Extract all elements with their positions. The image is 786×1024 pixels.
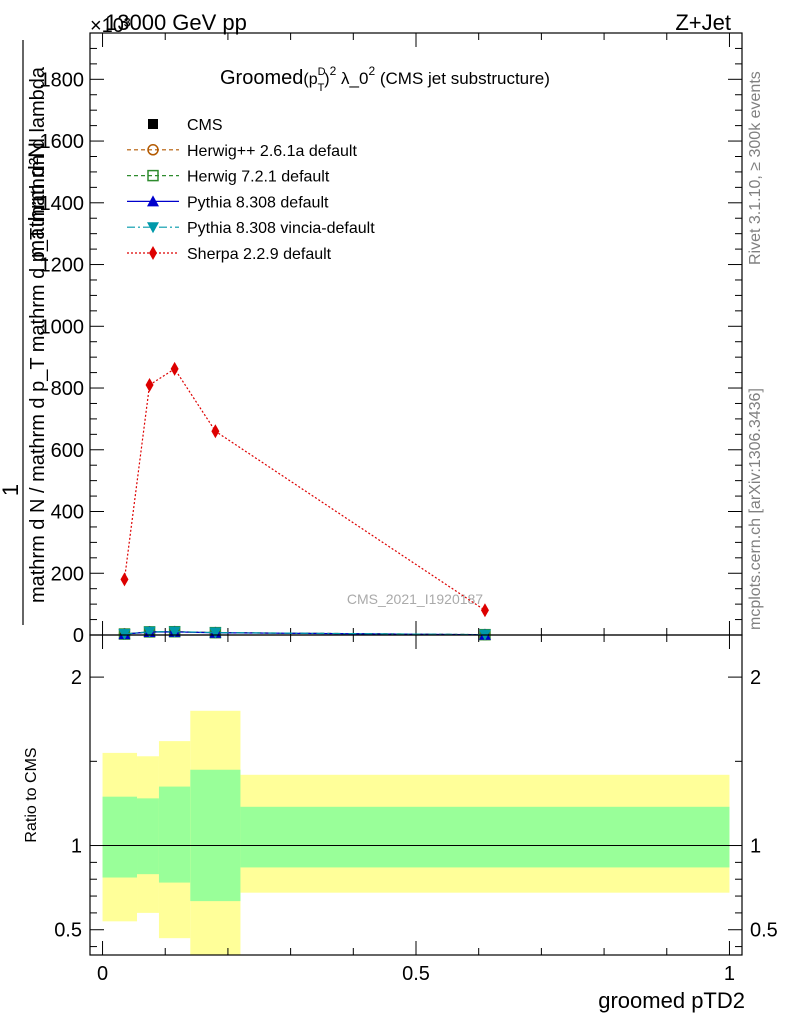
series-line-sherpa	[123, 368, 486, 611]
ratio-inner-band-2	[158, 786, 191, 883]
ratio-xtick-label-0: 0	[97, 963, 108, 985]
point-sherpa-1	[145, 377, 154, 392]
ratio-inner-band-0	[102, 796, 138, 878]
legend: CMS Herwig++ 2.6.1a default Herwig 7.2.1 d…	[127, 117, 375, 263]
legend-label-herwigpp: Herwig++ 2.6.1a default	[187, 143, 357, 160]
main-ytick-label-6: 1200	[40, 255, 85, 277]
main-y-axis-label: 1 mathrm d²N mathrm d N / mathrm d p_T m…	[0, 40, 49, 625]
y-label-denominator: mathrm d N / mathrm d p_T mathrm d p_T m…	[27, 66, 49, 603]
ratio-ytick-label-right-0: 0.5	[750, 920, 778, 942]
main-ytick-label-4: 800	[51, 378, 84, 400]
title-sq: 2	[330, 64, 337, 78]
point-sherpa-2	[170, 361, 179, 376]
main-ytick-label-3: 600	[51, 440, 84, 462]
title-sup: D	[318, 66, 326, 78]
ratio-xtick-label-1: 0.5	[402, 963, 430, 985]
point-sherpa-0	[120, 572, 129, 587]
ratio-ytick-label-1: 1	[71, 836, 82, 858]
title-sq2: 2	[368, 64, 375, 78]
mcplots-source-label: mcplots.cern.ch [arXiv:1306.3436]	[747, 388, 764, 630]
title-post: (CMS jet substructure)	[375, 69, 550, 88]
title-mid: λ_0	[336, 69, 368, 88]
legend-label-sherpa: Sherpa 2.2.9 default	[187, 246, 332, 263]
point-sherpa-3	[211, 424, 220, 439]
main-plot-axes: 0 200 400 600 800 1000 1200 1400 1600 1800	[40, 32, 743, 647]
title-sub: T	[318, 82, 325, 94]
legend-label-vincia: Pythia 8.308 vincia-default	[187, 220, 375, 237]
point-vincia-3	[209, 627, 222, 639]
header-exponent: ×10³	[90, 15, 131, 37]
main-ytick-label-8: 1600	[40, 131, 85, 153]
main-ytick-label-7: 1400	[40, 193, 85, 215]
ratio-inner-band-4	[240, 806, 730, 868]
point-vincia-1	[143, 626, 156, 638]
legend-label-cms: CMS	[187, 117, 223, 134]
title-close: )	[324, 71, 329, 88]
main-ytick-label-0: 0	[73, 625, 84, 647]
rivet-version-label: Rivet 3.1.10, ≥ 300k events	[747, 71, 764, 265]
header-beam-label: 13000 GeV pp	[105, 10, 247, 35]
y-label-numerator: mathrm d²N	[24, 142, 49, 258]
analysis-watermark: CMS_2021_I1920187	[347, 591, 483, 607]
main-ytick-label-2: 400	[51, 502, 84, 524]
ratio-ytick-label-right-2: 2	[750, 667, 761, 689]
legend-marker-herwigpp	[147, 144, 159, 156]
point-vincia-2	[168, 626, 181, 638]
ratio-ytick-label-2: 2	[71, 667, 82, 689]
title-p: (p	[303, 71, 317, 88]
main-ytick-label-1: 200	[51, 563, 84, 585]
legend-marker-cms	[148, 119, 158, 129]
title-groomed: Groomed	[220, 67, 303, 89]
legend-marker-sherpa	[149, 246, 157, 260]
point-sherpa-4	[480, 603, 489, 618]
x-axis-label: groomed pTD2	[598, 988, 745, 1013]
header-process-label: Z+Jet	[675, 10, 731, 35]
ratio-ytick-label-right-1: 1	[750, 836, 761, 858]
main-ytick-label-5: 1000	[40, 316, 85, 338]
ratio-inner-band-3	[190, 769, 241, 902]
legend-label-herwig7: Herwig 7.2.1 default	[187, 169, 330, 186]
ratio-ytick-label-0: 0.5	[54, 920, 82, 942]
ratio-plot-axes: 0.5 0.5 1 1 2 2 0 0.5 1	[54, 634, 778, 985]
ratio-inner-band-1	[137, 798, 159, 875]
svg-text:Groomed(pDT)2 λ_02 (CMS jet su: Groomed(pD T)2 λ_02 (CMS jet substructure…	[220, 64, 550, 94]
main-ytick-label-9: 1800	[40, 69, 85, 91]
y-label-one: 1	[0, 484, 23, 496]
ratio-xtick-label-2: 1	[724, 963, 735, 985]
legend-label-pythia: Pythia 8.308 default	[187, 194, 329, 211]
ratio-y-axis-label: Ratio to CMS	[23, 747, 40, 842]
legend-marker-herwig7	[147, 169, 159, 182]
ratio-uncertainty-bands	[102, 710, 730, 955]
legend-marker-vincia	[147, 222, 159, 234]
legend-marker-pythia	[147, 195, 159, 207]
chart-title: Groomed(pD T)2 λ_02 (CMS jet substructure…	[220, 64, 550, 94]
